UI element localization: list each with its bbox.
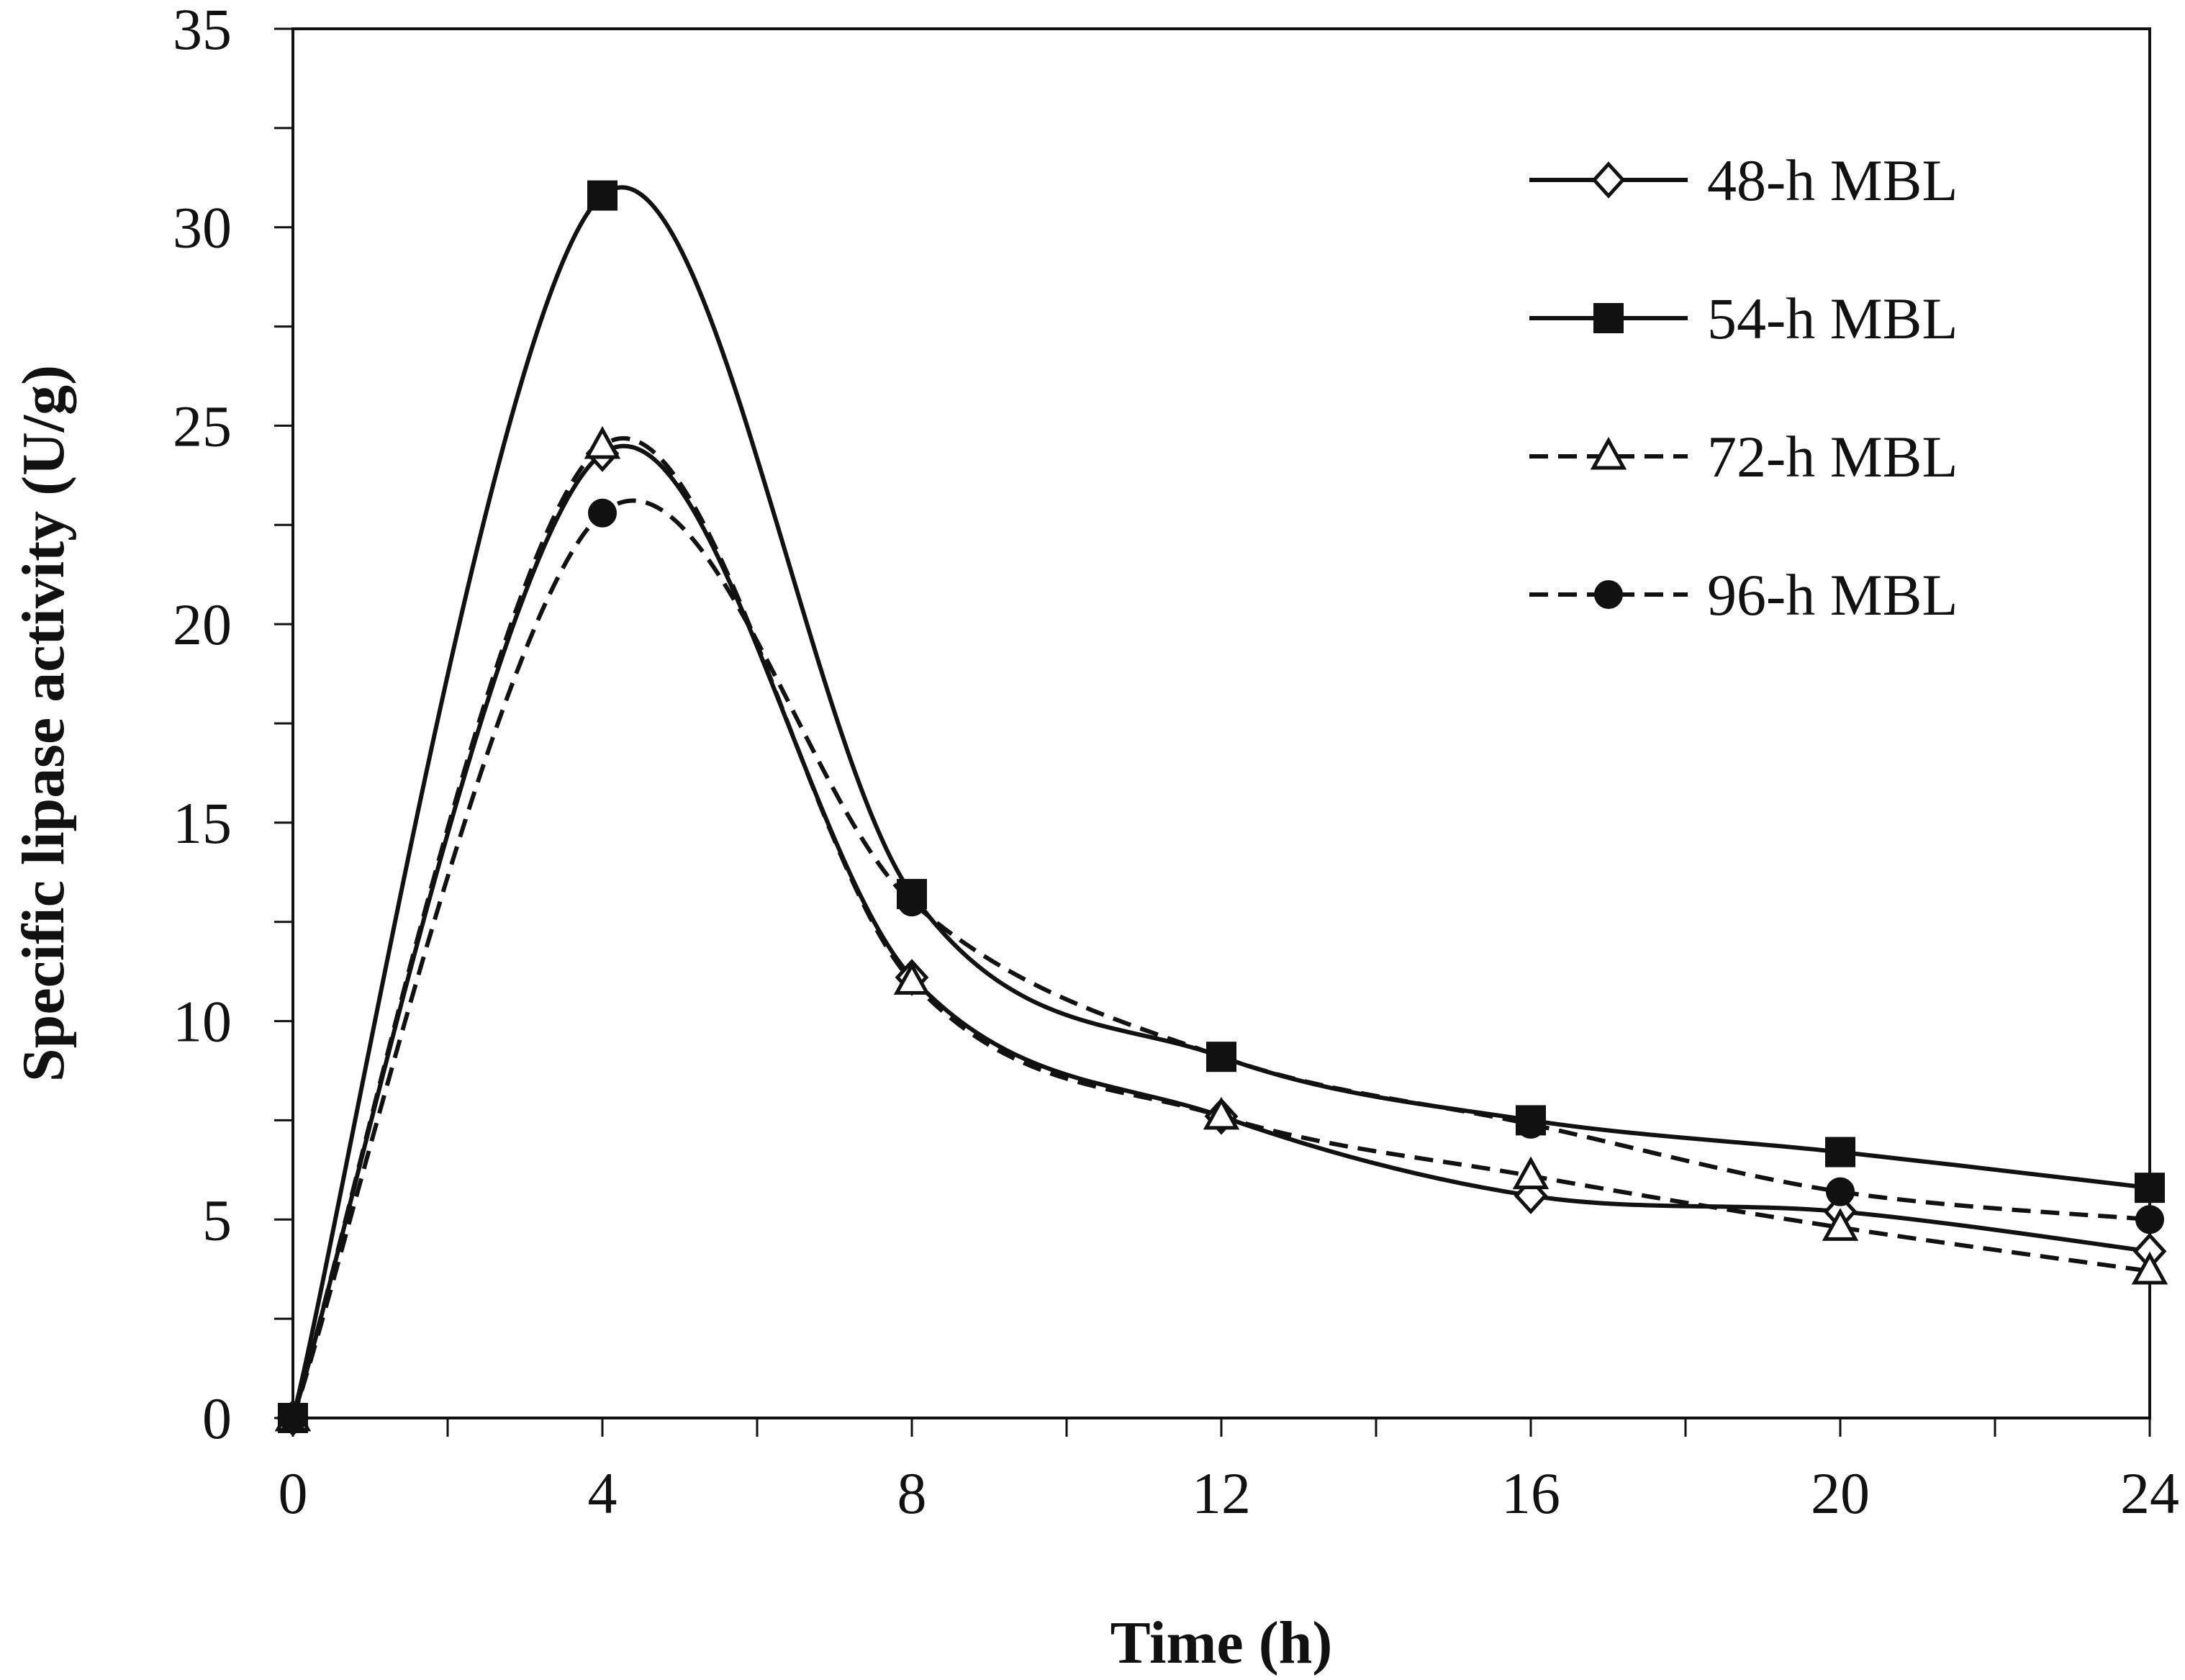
legend-marker: [1591, 161, 1626, 199]
series-line: [291, 443, 2150, 1419]
series-96-h-mbl: [279, 498, 2164, 1432]
data-point: [897, 888, 926, 917]
y-tick-label: 20: [173, 592, 232, 657]
data-point: [588, 498, 617, 528]
series-line: [291, 436, 2150, 1419]
x-tick-label: 0: [279, 1460, 308, 1526]
series-line: [291, 185, 2150, 1419]
y-tick-label: 35: [173, 0, 232, 62]
legend-item: 72-h MBL: [1529, 424, 1958, 489]
legend-label: 48-h MBL: [1707, 148, 1958, 213]
plot-area: [291, 27, 2151, 1419]
data-point: [1822, 1208, 1859, 1241]
legend-item: 96-h MBL: [1529, 562, 1958, 628]
legend-marker: [1594, 580, 1623, 609]
data-point: [1203, 1096, 1240, 1130]
data-point: [1207, 1042, 1236, 1072]
data-point: [2135, 1205, 2164, 1234]
legend-label: 72-h MBL: [1707, 424, 1958, 489]
y-axis-title: Specific lipase activity (U/g): [10, 365, 77, 1082]
data-point: [587, 180, 618, 211]
legend-item: 54-h MBL: [1529, 286, 1958, 351]
x-axis-title: Time (h): [1110, 1609, 1333, 1676]
ticks-layer: 0 4 8 12 16 20 24 0 5 10 15 20 25 30 35: [173, 0, 2179, 1526]
legend: 48-h MBL 54-h MBL 72-h MBL 96-h MBL: [1529, 148, 1958, 628]
y-tick-label: 25: [173, 393, 232, 459]
y-tick-label: 0: [202, 1386, 232, 1451]
data-point: [584, 425, 621, 459]
y-tick-label: 5: [202, 1187, 232, 1252]
legend-label: 54-h MBL: [1707, 286, 1958, 351]
x-tick-label: 12: [1192, 1460, 1251, 1526]
data-point: [2131, 1251, 2168, 1285]
legend-item: 48-h MBL: [1529, 148, 1958, 213]
data-point: [1512, 1156, 1550, 1190]
x-tick-label: 24: [2120, 1460, 2179, 1526]
series-layer: [274, 180, 2168, 1437]
x-tick-label: 20: [1811, 1460, 1870, 1526]
data-point: [893, 962, 931, 995]
data-point: [1826, 1177, 1855, 1206]
x-tick-label: 16: [1501, 1460, 1560, 1526]
series-72-h-mbl: [274, 425, 2168, 1432]
y-tick-label: 30: [173, 195, 232, 261]
data-point: [279, 1404, 307, 1432]
x-tick-label: 8: [897, 1460, 927, 1526]
data-point: [2135, 1173, 2165, 1203]
y-tick-label: 10: [173, 989, 232, 1054]
y-tick-label: 15: [173, 790, 232, 856]
legend-marker: [1593, 303, 1624, 333]
legend-marker: [1590, 436, 1627, 470]
legend-label: 96-h MBL: [1707, 562, 1958, 628]
data-point: [1825, 1137, 1855, 1168]
series-line: [291, 498, 2150, 1419]
x-tick-label: 4: [588, 1460, 618, 1526]
data-point: [1516, 1109, 1545, 1139]
